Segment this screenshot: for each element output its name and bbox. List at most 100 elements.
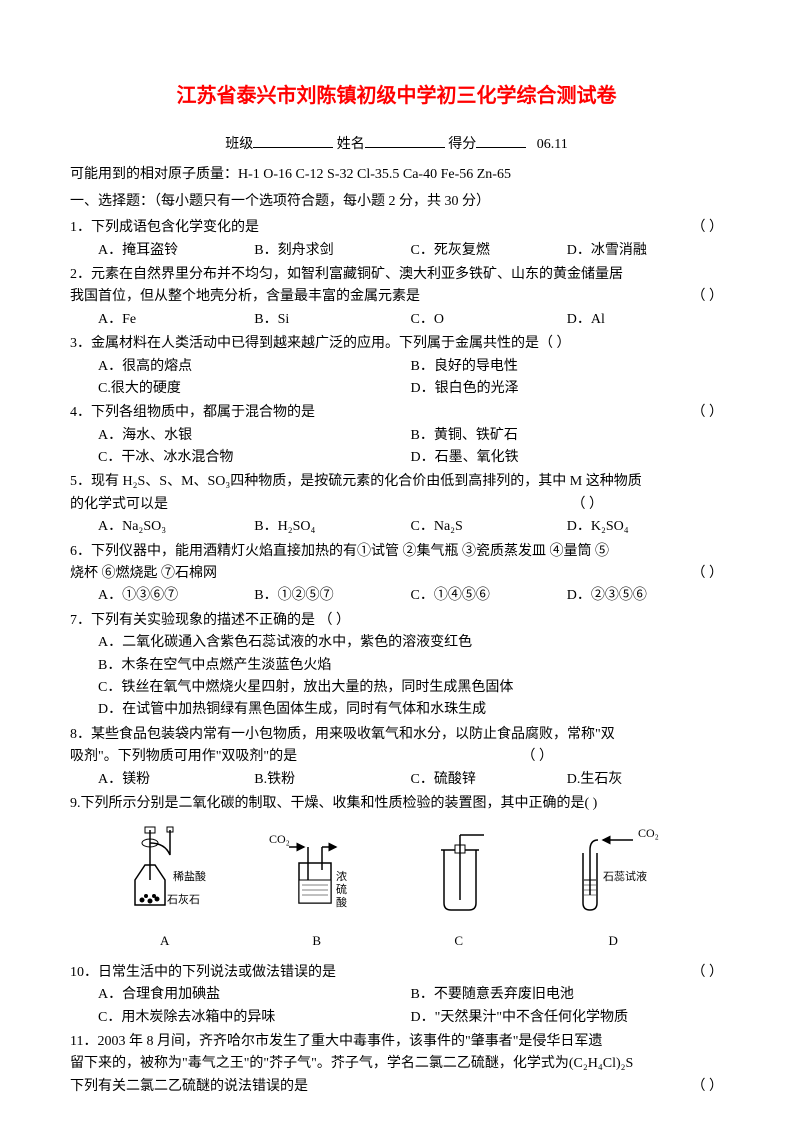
class-label: 班级 [225, 137, 253, 152]
score-blank[interactable] [476, 132, 526, 148]
co2-label-b: CO₂ [269, 832, 290, 846]
q8-opt-d: D.生石灰 [567, 769, 723, 791]
q1-opt-a: A．掩耳盗铃 [98, 240, 254, 262]
diagram-c: C [419, 825, 499, 952]
q10-opt-c: C．用木炭除去冰箱中的异味 [98, 1007, 411, 1029]
q7-opt-b: B．木条在空气中点燃产生淡蓝色火焰 [70, 655, 723, 677]
q8-opt-a: A．镁粉 [98, 769, 254, 791]
q8-paren: （ ） [522, 746, 554, 768]
q10-opt-b: B．不要随意丢弃废旧电池 [411, 984, 724, 1006]
q9-stem: 9.下列所示分别是二氧化碳的制取、干燥、收集和性质检验的装置图，其中正确的是( … [70, 793, 723, 815]
q4-stem: 4．下列各组物质中，都属于混合物的是 [70, 405, 315, 420]
q11-stem2: 留下来的，被称为"毒气之王"的"芥子气"。芥子气，学名二氯二乙硫醚，化学式为(C… [70, 1053, 723, 1075]
q6-opt-d: D．②③⑤⑥ [567, 585, 723, 607]
q4-opt-b: B．黄铜、铁矿石 [411, 425, 724, 447]
q1-opt-d: D．冰雪消融 [567, 240, 723, 262]
conc-acid-label2: 硫 [336, 882, 347, 896]
q8-stem1: 8．某些食品包装袋内常有一小包物质，用来吸收氧气和水分，以防止食品腐败，常称"双 [70, 724, 723, 746]
page-title: 江苏省泰兴市刘陈镇初级中学初三化学综合测试卷 [70, 80, 723, 112]
q3-opt-c: C.很大的硬度 [98, 378, 411, 400]
conc-acid-label3: 酸 [336, 895, 347, 909]
q7-opt-a: A．二氧化碳通入含紫色石蕊试液的水中，紫色的溶液变红色 [70, 632, 723, 654]
q5-opt-d: D．K₂SO₄ [567, 516, 723, 538]
q2-opt-c: C．O [411, 309, 567, 331]
atomic-mass-info: 可能用到的相对原子质量：H-1 O-16 C-12 S-32 Cl-35.5 C… [70, 164, 723, 186]
q2-opt-d: D．Al [567, 309, 723, 331]
class-blank[interactable] [253, 132, 333, 148]
q2-opt-a: A．Fe [98, 309, 254, 331]
question-2: 2．元素在自然界里分布并不均匀，如智利富藏铜矿、澳大利亚多铁矿、山东的黄金储量居… [70, 264, 723, 331]
q4-opt-c: C．干冰、冰水混合物 [98, 447, 411, 469]
diagram-c-label: C [419, 931, 499, 952]
co2-label-d: CO₂ [638, 826, 659, 840]
name-label: 姓名 [337, 137, 365, 152]
q10-opt-a: A．合理食用加碘盐 [98, 984, 411, 1006]
q3-opt-a: A．很高的熔点 [98, 356, 411, 378]
q6-opt-b: B．①②⑤⑦ [254, 585, 410, 607]
diagram-a-label: A [115, 931, 215, 952]
flask-apparatus-icon: 稀盐酸 石灰石 [115, 825, 215, 920]
q8-stem2: 吸剂"。下列物质可用作"双吸剂"的是 [70, 749, 297, 764]
q3-stem: 3．金属材料在人类活动中已得到越来越广泛的应用。下列属于金属共性的是（ ） [70, 333, 723, 355]
question-9: 9.下列所示分别是二氧化碳的制取、干燥、收集和性质检验的装置图，其中正确的是( … [70, 793, 723, 952]
score-label: 得分 [448, 137, 476, 152]
diagram-b-label: B [264, 931, 369, 952]
question-3: 3．金属材料在人类活动中已得到越来越广泛的应用。下列属于金属共性的是（ ） A．… [70, 333, 723, 400]
diagram-a: 稀盐酸 石灰石 A [115, 825, 215, 952]
question-5: 5．现有 H₂S、S、M、SO₃四种物质，是按硫元素的化合价由低到高排列的，其中… [70, 471, 723, 538]
q10-opt-d: D．"天然果汁"中不含任何化学物质 [411, 1007, 724, 1029]
q6-opt-c: C．①④⑤⑥ [411, 585, 567, 607]
q7-opt-d: D．在试管中加热铜绿有黑色固体生成，同时有气体和水珠生成 [70, 699, 723, 721]
diagram-d: CO₂ 石蕊试液 D [548, 825, 678, 952]
question-7: 7．下列有关实验现象的描述不正确的是 （ ） A．二氧化碳通入含紫色石蕊试液的水… [70, 610, 723, 722]
q6-stem2: 烧杯 ⑥燃烧匙 ⑦石棉网 [70, 566, 217, 581]
drying-bottle-icon: CO₂ 浓 硫 酸 [264, 825, 369, 920]
q8-opt-c: C．硫酸锌 [411, 769, 567, 791]
q1-opt-b: B．刻舟求剑 [254, 240, 410, 262]
question-8: 8．某些食品包装袋内常有一小包物质，用来吸收氧气和水分，以防止食品腐败，常称"双… [70, 724, 723, 791]
question-6: 6．下列仪器中，能用酒精灯火焰直接加热的有①试管 ②集气瓶 ③瓷质蒸发皿 ④量筒… [70, 541, 723, 608]
q11-stem3: 下列有关二氯二乙硫醚的说法错误的是 [70, 1079, 308, 1094]
q7-stem: 7．下列有关实验现象的描述不正确的是 （ ） [70, 610, 723, 632]
q8-opt-b: B.铁粉 [254, 769, 410, 791]
q11-paren: （ ） [692, 1076, 724, 1098]
collection-bottle-icon [419, 825, 499, 920]
question-11: 11．2003 年 8 月间，齐齐哈尔市发生了重大中毒事件，该事件的"肇事者"是… [70, 1031, 723, 1098]
question-1: 1．下列成语包含化学变化的是（ ） A．掩耳盗铃 B．刻舟求剑 C．死灰复燃 D… [70, 217, 723, 262]
question-10: 10．日常生活中的下列说法或做法错误的是 （ ） A．合理食用加碘盐 B．不要随意… [70, 962, 723, 1029]
q2-stem1: 2．元素在自然界里分布并不均匀，如智利富藏铜矿、澳大利亚多铁矿、山东的黄金储量居 [70, 264, 723, 286]
q3-opt-d: D．银白色的光泽 [411, 378, 724, 400]
q6-opt-a: A．①③⑥⑦ [98, 585, 254, 607]
question-4: 4．下列各组物质中，都属于混合物的是 （ ） A．海水、水银 B．黄铜、铁矿石 C… [70, 402, 723, 469]
q2-stem2: 我国首位，但从整个地壳分析，含量最丰富的金属元素是 [70, 289, 420, 304]
q5-paren: （ ） [572, 494, 604, 516]
q6-paren: （ ） [692, 563, 724, 585]
q4-opt-d: D．石墨、氧化铁 [411, 447, 724, 469]
diagram-d-label: D [548, 931, 678, 952]
q7-opt-c: C．铁丝在氧气中燃烧火星四射，放出大量的热，同时生成黑色固体 [70, 677, 723, 699]
q6-stem1: 6．下列仪器中，能用酒精灯火焰直接加热的有①试管 ②集气瓶 ③瓷质蒸发皿 ④量筒… [70, 541, 723, 563]
q5-opt-b: B．H₂SO₄ [254, 516, 410, 538]
diagram-b: CO₂ 浓 硫 酸 B [264, 825, 369, 952]
q1-stem: 1．下列成语包含化学变化的是 [70, 220, 259, 235]
q5-stem2: 的化学式可以是 [70, 497, 168, 512]
q4-paren: （ ） [692, 402, 724, 424]
q10-stem: 10．日常生活中的下列说法或做法错误的是 [70, 965, 336, 980]
student-info-line: 班级 姓名 得分 06.11 [70, 132, 723, 156]
test-tube-icon: CO₂ 石蕊试液 [548, 825, 678, 920]
litmus-label: 石蕊试液 [603, 869, 647, 883]
dilute-hcl-label: 稀盐酸 [173, 869, 206, 883]
q11-stem1: 11．2003 年 8 月间，齐齐哈尔市发生了重大中毒事件，该事件的"肇事者"是… [70, 1031, 723, 1053]
q9-diagrams: 稀盐酸 石灰石 A CO₂ 浓 硫 酸 B [70, 825, 723, 952]
q1-opt-c: C．死灰复燃 [411, 240, 567, 262]
q5-opt-a: A．Na₂SO₃ [98, 516, 254, 538]
q5-opt-c: C．Na₂S [411, 516, 567, 538]
q5-stem1: 5．现有 H₂S、S、M、SO₃四种物质，是按硫元素的化合价由低到高排列的，其中… [70, 471, 723, 493]
date-text: 06.11 [537, 137, 568, 152]
section-1-title: 一、选择题：（每小题只有一个选项符合题，每小题 2 分，共 30 分） [70, 191, 723, 213]
q3-opt-b: B．良好的导电性 [411, 356, 724, 378]
conc-acid-label1: 浓 [336, 870, 347, 883]
q4-opt-a: A．海水、水银 [98, 425, 411, 447]
q10-paren: （ ） [692, 962, 724, 984]
name-blank[interactable] [365, 132, 445, 148]
